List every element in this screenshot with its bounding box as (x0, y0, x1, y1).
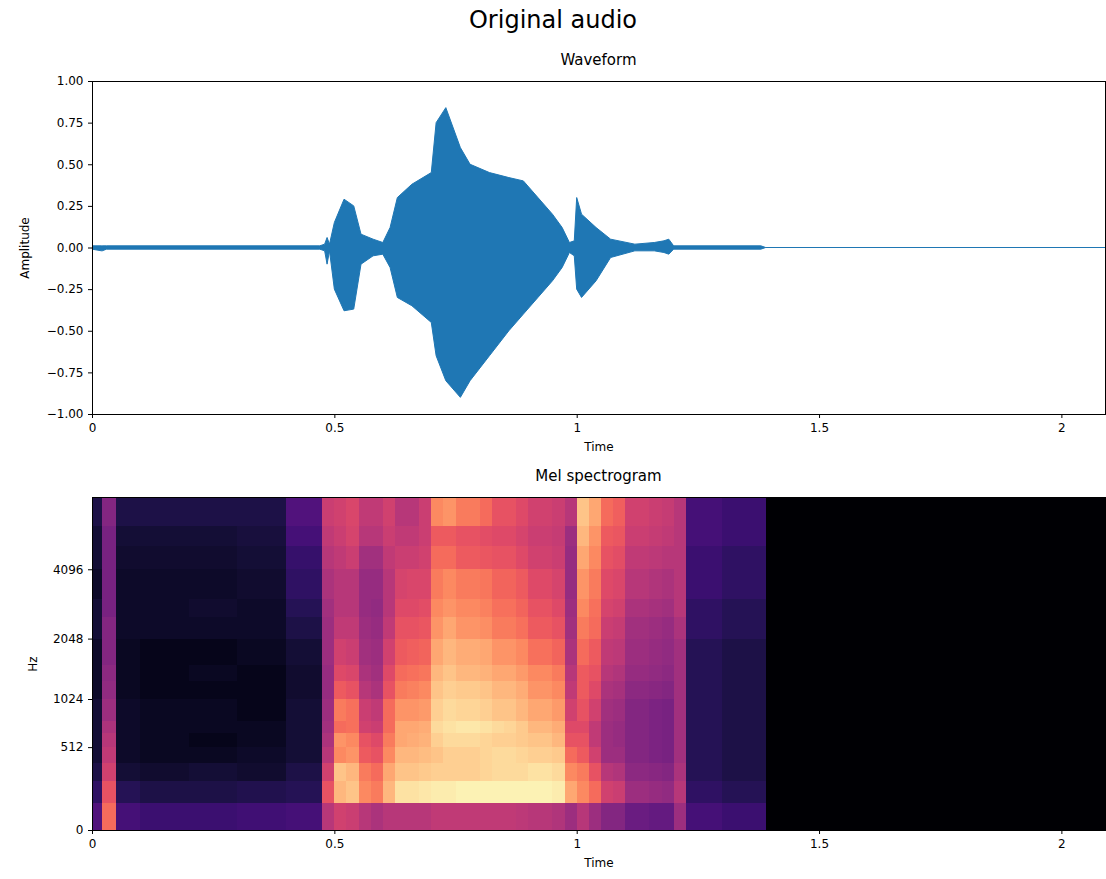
svg-text:1.5: 1.5 (810, 837, 829, 851)
svg-text:512: 512 (61, 740, 84, 754)
svg-text:Amplitude: Amplitude (18, 217, 32, 279)
svg-text:Hz: Hz (26, 656, 40, 671)
svg-text:0.75: 0.75 (57, 116, 84, 130)
svg-text:0: 0 (89, 837, 97, 851)
html-text:Mel spectrogram: Mel spectrogram (535, 467, 662, 485)
svg-text:Time: Time (583, 440, 613, 454)
svg-text:−0.75: −0.75 (47, 366, 84, 380)
svg-text:1.5: 1.5 (810, 421, 829, 435)
svg-text:−0.25: −0.25 (47, 282, 84, 296)
svg-text:4096: 4096 (53, 563, 84, 577)
svg-text:0.50: 0.50 (57, 158, 84, 172)
svg-text:0: 0 (89, 421, 97, 435)
svg-text:−0.50: −0.50 (47, 324, 84, 338)
svg-text:1: 1 (573, 421, 581, 435)
svg-text:2: 2 (1058, 421, 1066, 435)
svg-text:−1.00: −1.00 (47, 407, 84, 421)
svg-text:1: 1 (573, 837, 581, 851)
svg-text:0: 0 (76, 823, 84, 837)
svg-text:1024: 1024 (53, 692, 84, 706)
svg-text:0.25: 0.25 (57, 199, 84, 213)
svg-text:2: 2 (1058, 837, 1066, 851)
svg-text:0.00: 0.00 (57, 241, 84, 255)
svg-text:Time: Time (583, 856, 613, 870)
html-text:Waveform: Waveform (560, 51, 637, 69)
svg-text:1.00: 1.00 (57, 74, 84, 88)
html-text:Original audio: Original audio (469, 6, 637, 34)
svg-text:0.5: 0.5 (325, 421, 344, 435)
svg-text:2048: 2048 (53, 632, 84, 646)
svg-text:0.5: 0.5 (325, 837, 344, 851)
